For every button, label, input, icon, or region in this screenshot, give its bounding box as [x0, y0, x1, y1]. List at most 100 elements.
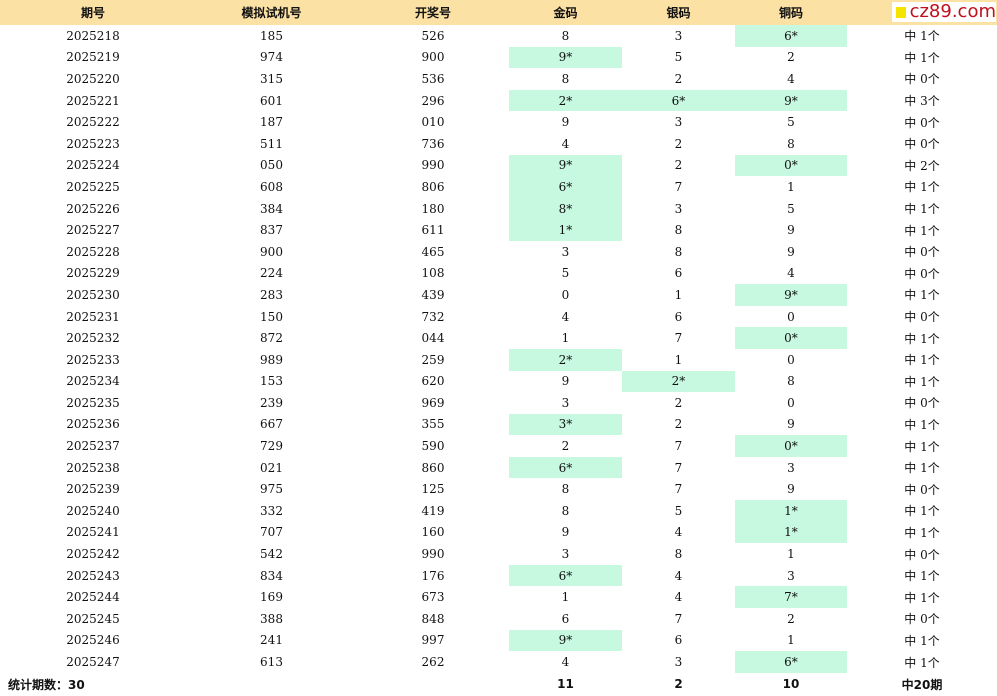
cell-result: 中 1个 [904, 331, 940, 346]
col-header-issue: 期号 [0, 0, 186, 25]
table-row: 2025234 153 620 9 2* 8 中 1个 [0, 370, 997, 393]
cell-copper: 8 [787, 374, 795, 389]
cell-silver: 3 [674, 28, 683, 43]
cell-copper: 1 [787, 179, 795, 194]
cell-issue: 2025242 [66, 547, 120, 562]
cell-issue: 2025237 [66, 439, 120, 454]
cell-copper: 9* [735, 284, 847, 306]
cell-issue: 2025238 [66, 460, 120, 475]
cell-silver: 6 [674, 309, 683, 324]
table-row: 2025227 837 611 1* 8 9 中 1个 [0, 219, 997, 241]
cell-sim: 900 [260, 244, 283, 259]
cell-draw: 262 [421, 655, 445, 670]
cell-issue: 2025233 [66, 352, 120, 367]
cell-result: 中 0个 [904, 115, 940, 130]
cell-silver: 8 [674, 547, 683, 562]
cell-copper: 6* [735, 651, 847, 673]
cell-draw: 296 [421, 93, 445, 108]
cell-draw: 125 [421, 482, 445, 497]
cell-sim: 283 [260, 287, 283, 302]
cell-draw: 732 [421, 309, 445, 324]
table-row: 2025243 834 176 6* 4 3 中 1个 [0, 564, 997, 587]
col-header-sim: 模拟试机号 [186, 0, 357, 25]
table-row: 2025221 601 296 2* 6* 9* 中 3个 [0, 89, 997, 112]
cell-result: 中 1个 [904, 180, 940, 195]
logo-square-icon [896, 6, 906, 18]
cell-issue: 2025228 [66, 244, 120, 259]
cell-issue: 2025231 [66, 309, 120, 324]
cell-result: 中 2个 [904, 158, 940, 173]
table-row: 2025231 150 732 4 6 0 中 0个 [0, 306, 997, 328]
cell-gold: 5 [561, 266, 570, 281]
cell-draw: 997 [421, 633, 445, 648]
cell-issue: 2025218 [66, 28, 120, 43]
col-header-copper: 铜码 [735, 0, 847, 25]
cell-draw: 969 [421, 395, 445, 410]
cell-draw: 439 [421, 287, 445, 302]
table-row: 2025246 241 997 9* 6 1 中 1个 [0, 629, 997, 652]
cell-silver: 6* [622, 89, 735, 112]
cell-copper: 4 [787, 71, 795, 86]
cell-result: 中 1个 [904, 50, 940, 65]
cell-copper: 5 [787, 115, 795, 130]
cell-issue: 2025229 [66, 266, 120, 281]
cell-result: 中 1个 [904, 633, 940, 648]
cell-result: 中 1个 [904, 439, 940, 454]
cell-issue: 2025230 [66, 287, 120, 302]
table-row: 2025228 900 465 3 8 9 中 0个 [0, 241, 997, 263]
table-row: 2025235 239 969 3 2 0 中 0个 [0, 392, 997, 414]
cell-issue: 2025220 [66, 71, 120, 86]
cell-sim: 169 [260, 590, 283, 605]
cell-silver: 8 [674, 244, 683, 259]
cell-result: 中 3个 [904, 94, 940, 109]
cell-silver: 3 [674, 655, 683, 670]
cell-draw: 176 [421, 568, 445, 583]
cell-copper: 1* [735, 521, 847, 544]
cell-copper: 9 [787, 482, 795, 497]
cell-sim: 050 [260, 158, 283, 173]
cell-gold: 3 [561, 395, 570, 410]
cell-sim: 542 [260, 547, 283, 562]
cell-gold: 6* [509, 176, 622, 198]
cell-gold: 4 [561, 655, 570, 670]
cell-result: 中 0个 [904, 482, 940, 497]
cell-copper: 9 [787, 417, 795, 432]
cell-sim: 729 [260, 439, 283, 454]
table-row: 2025240 332 419 8 5 1* 中 1个 [0, 500, 997, 522]
cell-copper: 0 [787, 352, 795, 367]
cell-draw: 259 [421, 352, 445, 367]
cell-sim: 974 [260, 50, 283, 65]
cell-draw: 611 [421, 223, 445, 238]
cell-result: 中 0个 [904, 245, 940, 260]
cell-copper: 4 [787, 266, 795, 281]
cell-result: 中 0个 [904, 547, 940, 562]
cell-gold: 9* [509, 629, 622, 652]
cell-copper: 1 [787, 547, 795, 562]
cell-copper: 8 [787, 136, 795, 151]
cell-copper: 2 [787, 611, 795, 626]
cell-gold: 1* [509, 219, 622, 241]
cell-sim: 667 [260, 417, 283, 432]
cell-sim: 150 [260, 309, 283, 324]
cell-gold: 8* [509, 197, 622, 220]
site-logo[interactable]: cz89.com [892, 2, 996, 22]
cell-silver: 6 [674, 633, 683, 648]
cell-issue: 2025226 [66, 201, 120, 216]
table-row: 2025230 283 439 0 1 9* 中 1个 [0, 284, 997, 306]
table-row: 2025242 542 990 3 8 1 中 0个 [0, 543, 997, 565]
summary-empty [186, 673, 357, 696]
cell-sim: 511 [260, 136, 283, 151]
cell-draw: 465 [421, 244, 445, 259]
cell-copper: 9* [735, 89, 847, 112]
cell-silver: 2* [622, 370, 735, 393]
cell-draw: 044 [421, 331, 445, 346]
cell-result: 中 1个 [904, 29, 940, 44]
col-header-silver: 银码 [622, 0, 735, 25]
cell-copper: 1* [735, 500, 847, 522]
cell-issue: 2025221 [66, 93, 120, 108]
cell-copper: 2 [787, 50, 795, 65]
cell-result: 中 1个 [904, 525, 940, 540]
cell-result: 中 0个 [904, 396, 940, 411]
cell-sim: 613 [260, 655, 283, 670]
cell-copper: 3 [787, 568, 795, 583]
